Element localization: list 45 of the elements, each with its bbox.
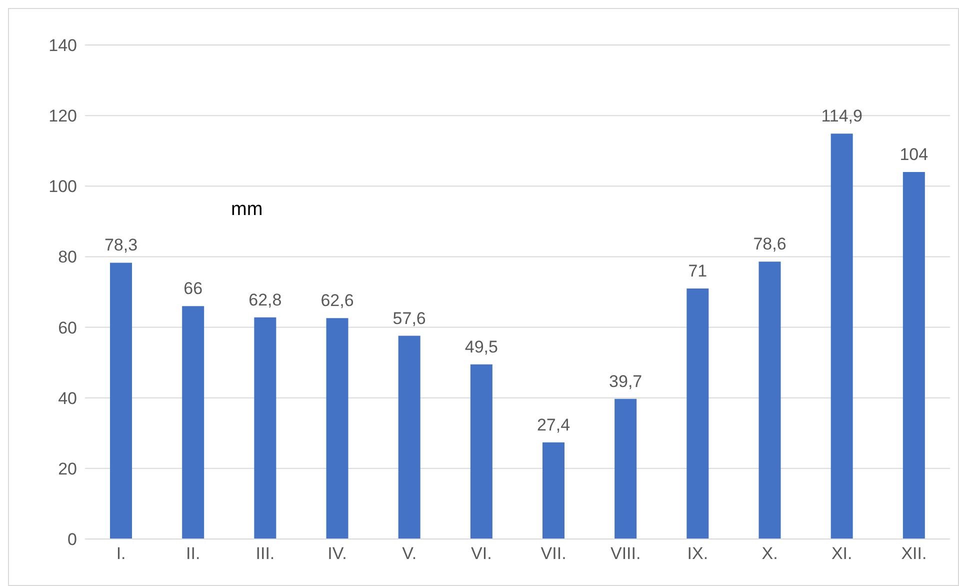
data-label: 62,8 [248,290,282,310]
y-tick-label: 20 [58,459,77,478]
x-tick-label: IX. [687,544,708,564]
x-tick-label: VI. [471,544,492,564]
x-tick-label: V. [402,544,417,564]
data-label: 78,6 [753,234,786,254]
bar [110,262,132,539]
bar [686,288,709,539]
x-tick-label: VII. [540,544,566,564]
x-tick-label: IV. [328,544,347,564]
bar [830,134,853,539]
bar [470,364,492,539]
y-axis-title: mm [231,199,263,221]
y-tick-label: 60 [58,318,77,338]
bar [614,398,637,539]
y-tick-label: 120 [48,106,77,126]
y-tick-label: 40 [58,388,77,408]
bar [542,442,564,539]
data-label: 78,3 [104,236,138,255]
data-label: 27,4 [536,415,570,434]
x-tick-label: I. [116,544,126,564]
data-label: 66 [184,279,203,298]
bar [182,306,204,539]
x-tick-label: X. [762,544,778,564]
bar [758,262,781,539]
bar [326,318,348,539]
y-tick-label: 80 [58,248,77,267]
bar [398,336,420,539]
data-label: 114,9 [821,106,862,126]
data-label: 71 [688,261,708,280]
x-tick-label: III. [256,544,275,564]
x-tick-label: XI. [831,544,852,564]
data-label: 49,5 [464,337,498,356]
data-label: 62,6 [320,291,354,310]
x-tick-label: XII. [901,544,927,564]
data-label: 104 [900,145,928,164]
y-tick-label: 100 [48,177,77,196]
x-tick-label: VIII. [610,544,641,564]
y-tick-label: 0 [68,530,77,550]
y-tick-label: 140 [48,36,77,56]
data-label: 57,6 [392,308,426,328]
x-tick-label: II. [186,544,200,564]
data-label: 39,7 [609,372,642,391]
bar [902,172,925,539]
bar [254,317,276,539]
